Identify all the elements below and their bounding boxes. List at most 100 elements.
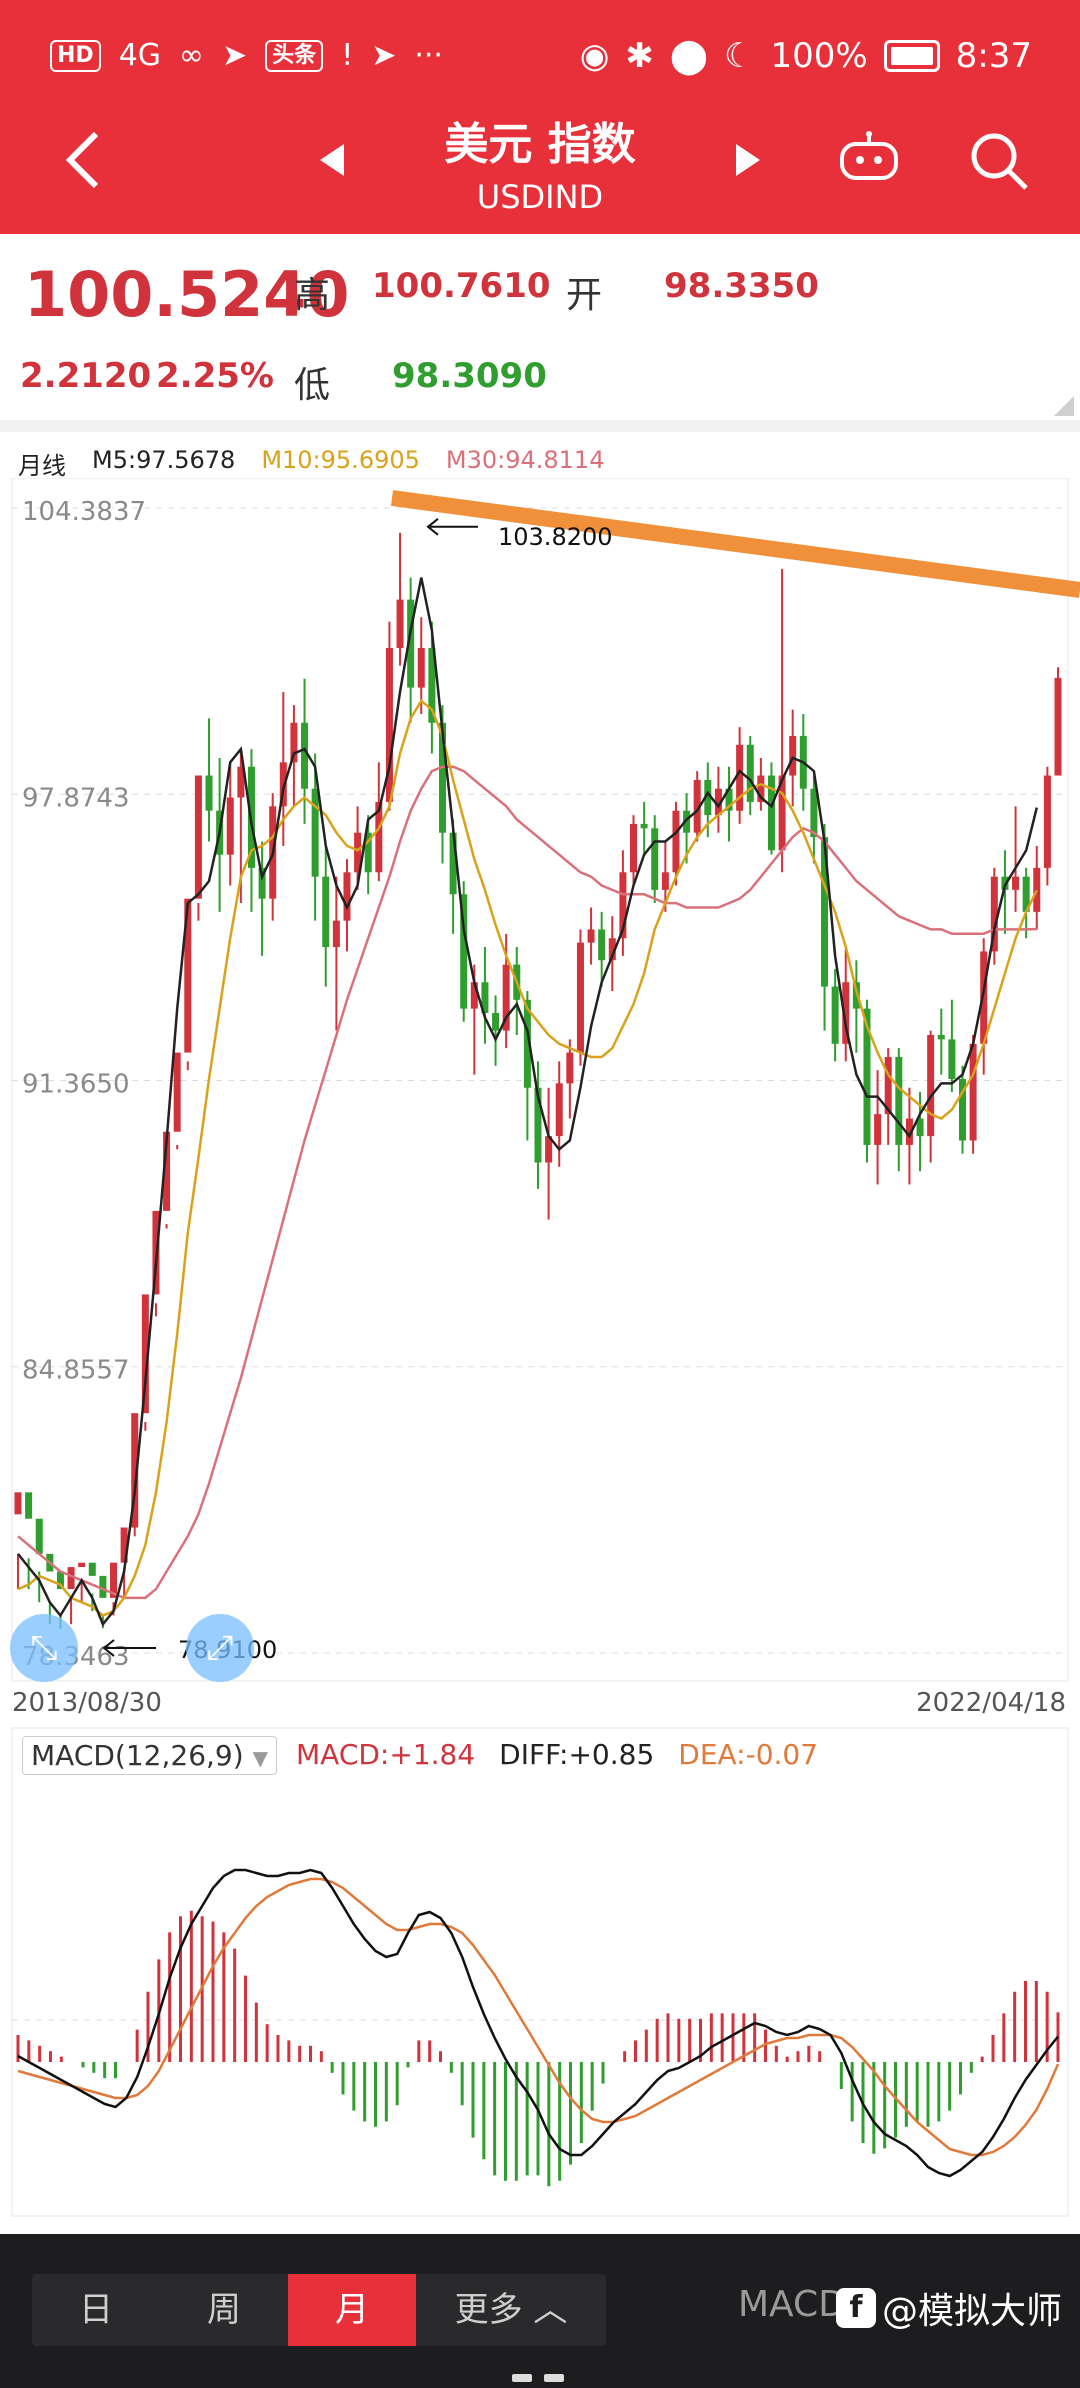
candle-body [821, 837, 829, 987]
candle-body [78, 1562, 86, 1568]
send-icon-2: ➤ [371, 38, 397, 73]
candle-body [438, 722, 446, 833]
candle-body [99, 1575, 107, 1598]
kline-chart[interactable]: 104.383797.874391.365084.855778.3463103.… [0, 478, 1080, 1683]
candle-body [587, 929, 595, 943]
candle-body [523, 999, 531, 1088]
candle-body [1012, 876, 1020, 890]
end-date: 2022/04/18 [916, 1688, 1066, 1718]
hd-badge: HD [50, 39, 101, 72]
chart-frame [11, 478, 1069, 1682]
period-label: 月线 [18, 452, 66, 480]
expand-corner-icon[interactable] [1054, 396, 1074, 416]
candle-body [852, 982, 860, 1009]
robot-icon[interactable] [838, 130, 900, 182]
candle-body [35, 1518, 43, 1554]
ma30-line [17, 765, 1037, 1600]
price-axis-label: 84.8557 [22, 1356, 130, 1386]
candle-body [778, 775, 786, 851]
dea-value: DEA:-0.07 [678, 1738, 819, 1771]
candle-body [842, 982, 850, 1044]
candle-body [640, 823, 648, 829]
candle-body [141, 1294, 149, 1414]
candle-body [661, 872, 669, 890]
status-bar-right: ◉ ✱ ⬤ ☾ 100% 8:37 [580, 36, 1032, 76]
triangle-left-icon[interactable] [318, 142, 346, 187]
candle-body [88, 1562, 96, 1576]
indicator-tab-macd[interactable]: MACD [738, 2284, 846, 2325]
battery-percent: 100% [770, 36, 868, 76]
price-axis-label: 97.8743 [22, 783, 130, 813]
candle-body [25, 1492, 33, 1519]
candle-body [767, 775, 775, 851]
candle-body [874, 1114, 882, 1145]
candle-body [205, 775, 213, 811]
candle-body [110, 1562, 118, 1598]
candle-body [884, 1056, 892, 1115]
start-date: 2013/08/30 [12, 1688, 162, 1718]
collapse-arrows-icon[interactable]: ⤡ [10, 1614, 78, 1682]
candle-body [364, 832, 372, 873]
candle-body [173, 1052, 181, 1132]
candle-body [417, 648, 425, 688]
expand-arrows-icon[interactable]: ⤢ [186, 1614, 254, 1682]
candle-body [120, 1527, 128, 1563]
candle-body [566, 1052, 574, 1084]
candle-body [301, 722, 309, 789]
macd-chart[interactable] [0, 1720, 1080, 2225]
candle-body [279, 762, 287, 807]
candle-body [449, 832, 457, 895]
candle-body [534, 1087, 542, 1163]
macd-value: MACD:+1.84 [296, 1738, 476, 1771]
back-chevron-icon[interactable] [62, 128, 102, 203]
low-label: 低 [294, 365, 331, 406]
triangle-right-icon[interactable] [734, 142, 762, 187]
candle-body [672, 810, 680, 873]
tab-month[interactable]: 月 [288, 2274, 416, 2346]
tab-more[interactable]: 更多 ︿ [454, 2290, 568, 2330]
candle-body [1043, 775, 1051, 868]
candle-body [375, 801, 383, 873]
change-value: 2.2120 [20, 356, 152, 396]
watermark-text: @模拟大师 [882, 2291, 1063, 2332]
candle-body [290, 722, 298, 763]
ma10-value: M10:95.6905 [261, 446, 420, 474]
candle-body [481, 982, 489, 1013]
candle-body [1022, 876, 1030, 912]
price-axis-label: 104.3837 [22, 497, 146, 527]
page-subtitle: USDIND [476, 178, 604, 216]
candle-body [492, 1012, 500, 1031]
candle-body [736, 744, 744, 811]
alert-icon: ! [341, 38, 354, 73]
tab-week[interactable]: 周 [207, 2290, 241, 2330]
candle-body [311, 788, 319, 877]
ma10-line [17, 698, 1038, 1617]
macd-indicator-select[interactable]: MACD(12,26,9) ▼ [22, 1736, 277, 1775]
more-status-icon: ··· [414, 38, 443, 73]
candle-body [958, 1078, 966, 1141]
candle-body [598, 929, 606, 961]
candle-body [895, 1056, 903, 1145]
low-arrow-head [102, 1639, 115, 1657]
candle-body [969, 1043, 977, 1141]
period-tabs: 日 周 月 更多 ︿ [32, 2274, 606, 2346]
candle-body [258, 867, 266, 899]
app-header: HD 4G ∞ ➤ 头条 ! ➤ ··· ◉ ✱ ⬤ ☾ 100% 8:37 美… [0, 0, 1080, 234]
macd-frame [11, 1727, 1069, 2217]
candle-body [863, 1008, 871, 1145]
candle-body [237, 766, 245, 798]
diff-value: DIFF:+0.85 [499, 1738, 655, 1771]
tab-day[interactable]: 日 [79, 2290, 113, 2330]
candle-body [555, 1083, 563, 1137]
candle-body [385, 648, 393, 802]
candle-body [502, 964, 510, 1031]
page-title: 美元 指数 [444, 119, 636, 170]
ma30-value: M30:94.8114 [445, 446, 605, 474]
dea-line [17, 1877, 1060, 2157]
app-icon-infinity: ∞ [179, 38, 205, 73]
eye-icon: ◉ [579, 36, 610, 76]
candle-body [630, 823, 638, 873]
search-icon[interactable] [968, 130, 1030, 192]
candle-body [576, 942, 584, 1053]
low-value: 98.3090 [392, 356, 547, 396]
